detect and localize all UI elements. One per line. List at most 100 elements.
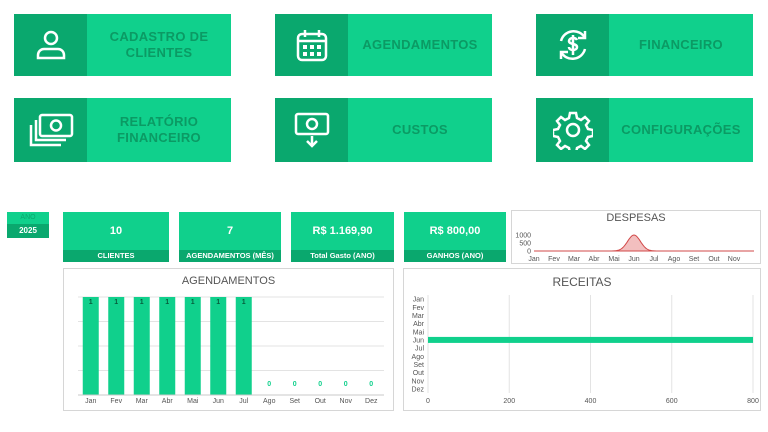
y-tick-label: 500: [519, 241, 531, 248]
bar: [235, 297, 252, 395]
y-tick-label: Jan: [413, 297, 424, 304]
kpi-value: 10: [109, 225, 123, 237]
y-tick-label: Nov: [412, 378, 425, 385]
menu-label-line1: FINANCEIRO: [639, 37, 723, 52]
x-tick-label: Jun: [628, 256, 639, 263]
chart-title: DESPESAS: [606, 212, 666, 224]
x-tick-label: Jul: [239, 398, 248, 405]
menu-tile-agendamentos[interactable]: AGENDAMENTOS: [275, 14, 492, 76]
menu-label-line1: RELATÓRIO: [119, 114, 199, 129]
bar: [428, 336, 753, 343]
data-label: 1: [114, 299, 118, 306]
bar: [133, 297, 150, 395]
x-tick-label: Mai: [187, 398, 199, 405]
x-tick-label: Nov: [728, 256, 741, 263]
x-tick-label: Abr: [589, 256, 601, 263]
data-label: 0: [267, 381, 271, 388]
data-label: 0: [344, 381, 348, 388]
x-tick-label: 600: [666, 398, 678, 405]
kpi-caption: Total Gasto (ANO): [291, 250, 394, 262]
agendamentos-chart-panel: AGENDAMENTOS 1 Jan 1 Fev 1 Mar 1 Abr 1 Mai 1 Jun 1 Ju…: [63, 268, 394, 411]
user-icon: [14, 14, 87, 76]
dollar-refresh-icon: [536, 14, 609, 76]
x-tick-label: 200: [503, 398, 515, 405]
bar: [210, 297, 227, 395]
x-tick-label: Fev: [548, 256, 560, 263]
year-label: ANO: [7, 212, 49, 224]
y-tick-label: Dez: [412, 386, 425, 393]
agendamentos-chart: 1 Jan 1 Fev 1 Mar 1 Abr 1 Mai 1 Jun 1 Jul 0 Ago 0 Set 0 Out…: [78, 296, 384, 405]
x-tick-label: Dez: [365, 398, 378, 405]
kpi-caption: GANHOS (ANO): [404, 250, 506, 262]
menu-label-line1: CADASTRO DE: [109, 29, 209, 44]
data-label: 1: [140, 299, 144, 306]
y-tick-label: Fev: [412, 305, 424, 312]
x-tick-label: 0: [426, 398, 430, 405]
calendar-icon: [275, 14, 348, 76]
menu-tile-relatorio-financeiro[interactable]: RELATÓRIO FINANCEIRO: [14, 98, 231, 162]
kpi-caption: CLIENTES: [63, 250, 169, 262]
y-tick-label: Jun: [413, 337, 424, 344]
bar: [108, 297, 125, 395]
bar: [184, 297, 201, 395]
menu-label-line2: CLIENTES: [125, 45, 193, 60]
cash-stack-icon: [14, 98, 87, 162]
y-tick-label: 1000: [515, 233, 531, 240]
kpi-caption: AGENDAMENTOS (MÊS): [179, 250, 281, 262]
menu-tile-cadastro-clientes[interactable]: CADASTRO DE CLIENTES: [14, 14, 231, 76]
data-label: 0: [318, 381, 322, 388]
data-label: 1: [165, 299, 169, 306]
y-tick-label: Ago: [412, 354, 425, 361]
menu-label-line1: CUSTOS: [392, 122, 448, 137]
y-tick-label: Mai: [413, 329, 425, 336]
kpi-value: R$ 800,00: [429, 225, 481, 237]
x-tick-label: 400: [585, 398, 597, 405]
menu-label-line1: CONFIGURAÇÕES: [621, 122, 741, 137]
gear-icon: [536, 98, 609, 162]
x-tick-label: Jan: [85, 398, 96, 405]
data-label: 1: [89, 299, 93, 306]
x-tick-label: Set: [289, 398, 300, 405]
kpi-value: 7: [226, 225, 234, 237]
data-label: 0: [369, 381, 373, 388]
menu-tile-financeiro[interactable]: FINANCEIRO: [536, 14, 753, 76]
kpi-agendamentos-mes: 7 AGENDAMENTOS (MÊS): [179, 212, 281, 262]
despesas-chart-panel: DESPESAS 1000 500 0 Jan Fev Mar Abr Mai Jun Jul Ag…: [511, 210, 761, 264]
x-tick-label: Ago: [263, 398, 276, 405]
data-label: 0: [293, 381, 297, 388]
menu-tile-custos[interactable]: CUSTOS: [275, 98, 492, 162]
y-tick-label: Abr: [413, 321, 425, 328]
menu-label-line1: AGENDAMENTOS: [362, 37, 478, 52]
y-tick-label: 0: [527, 249, 531, 256]
kpi-ganhos: R$ 800,00 GANHOS (ANO): [404, 212, 506, 262]
x-tick-label: Set: [689, 256, 700, 263]
cash-download-icon: [275, 98, 348, 162]
year-value[interactable]: 2025: [7, 224, 49, 238]
y-tick-label: Mar: [412, 313, 425, 320]
y-tick-label: Jul: [415, 346, 424, 353]
x-tick-label: Out: [315, 398, 326, 405]
x-tick-label: Ago: [668, 256, 681, 263]
bar: [159, 297, 176, 395]
x-tick-label: Nov: [340, 398, 353, 405]
x-tick-label: Abr: [162, 398, 174, 405]
menu-tile-configuracoes[interactable]: CONFIGURAÇÕES: [536, 98, 753, 162]
receitas-chart-panel: RECEITAS 0 200 400 600 800 Jan Fev Mar Abr Mai Jun…: [403, 268, 761, 411]
x-tick-label: Mar: [136, 398, 149, 405]
x-tick-label: Mai: [608, 256, 620, 263]
x-tick-label: Jan: [528, 256, 539, 263]
menu-label-line2: FINANCEIRO: [117, 130, 201, 145]
x-tick-label: Mar: [568, 256, 581, 263]
x-tick-label: 800: [747, 398, 759, 405]
kpi-total-gasto: R$ 1.169,90 Total Gasto (ANO): [291, 212, 394, 262]
data-label: 1: [191, 299, 195, 306]
x-tick-label: Jun: [213, 398, 224, 405]
x-tick-label: Out: [708, 256, 719, 263]
data-label: 1: [242, 299, 246, 306]
kpi-clientes: 10 CLIENTES: [63, 212, 169, 262]
year-selector[interactable]: ANO 2025: [7, 212, 49, 238]
x-tick-label: Jul: [650, 256, 659, 263]
bar: [82, 297, 99, 395]
